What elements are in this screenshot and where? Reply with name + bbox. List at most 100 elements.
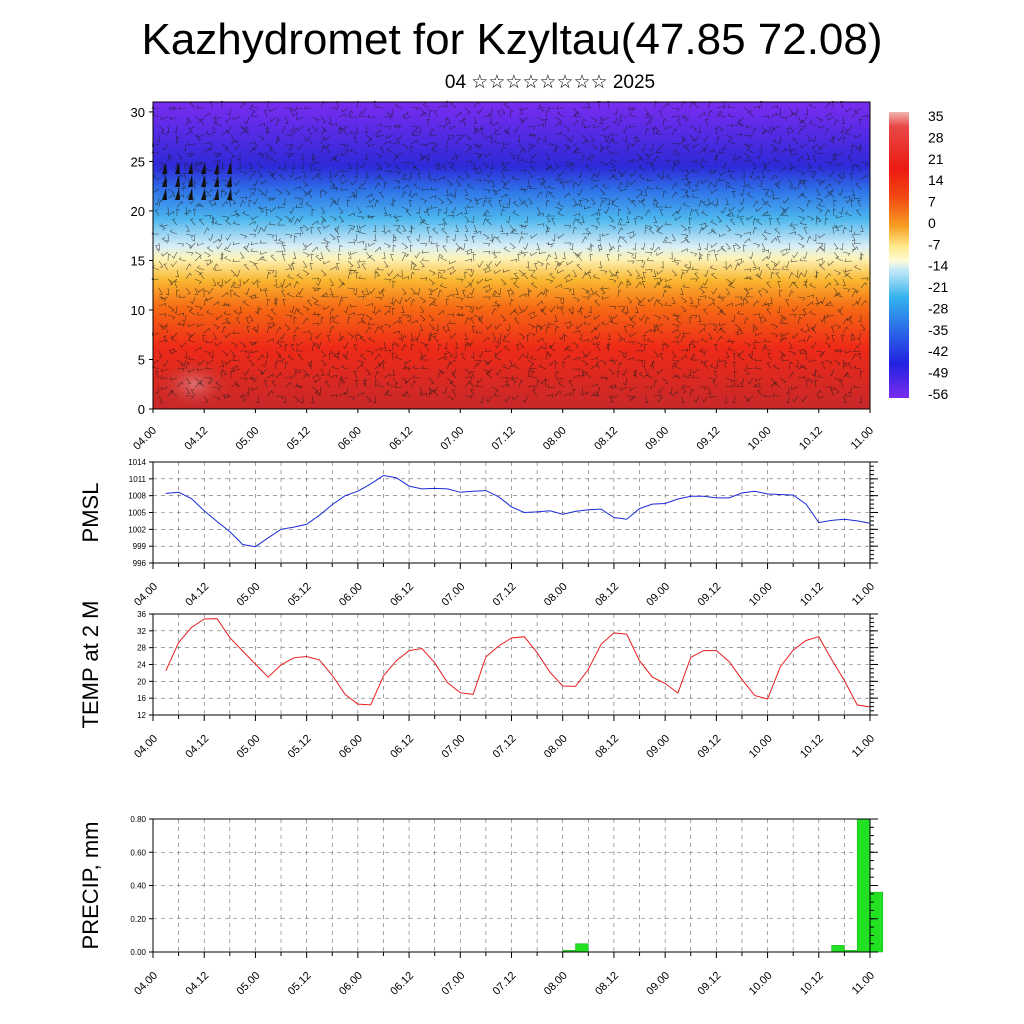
- wind-barb: [650, 242, 655, 251]
- wind-barb: [275, 372, 283, 379]
- wind-barb: [230, 370, 235, 379]
- wind-barb: [374, 271, 378, 280]
- wind-barb: [664, 239, 673, 244]
- wind-barb: [446, 266, 454, 271]
- wind-barb: [158, 199, 163, 208]
- wind-barb: [473, 152, 482, 157]
- wind-barb: [532, 389, 538, 397]
- wind-barb: [727, 346, 736, 352]
- wind-barb: [638, 174, 646, 181]
- wind-barb: [594, 323, 601, 331]
- wind-barb: [397, 296, 403, 305]
- wind-barb: [185, 251, 194, 256]
- wind-barb: [419, 323, 424, 331]
- wind-barb: [349, 304, 358, 308]
- wind-barb: [827, 260, 835, 267]
- wind-barb: [842, 372, 849, 379]
- wind-barb: [745, 365, 754, 370]
- wind-barb: [581, 106, 590, 111]
- wind-barb: [284, 215, 292, 222]
- wind-barb: [278, 238, 286, 244]
- wind-barb: [293, 186, 302, 190]
- wind-barb: [329, 316, 334, 325]
- wind-barb: [772, 157, 781, 163]
- wind-barb: [715, 359, 719, 368]
- wind-barb: [560, 308, 565, 316]
- wind-barb: [612, 269, 619, 277]
- wind-barb: [527, 145, 533, 154]
- wind-barb: [748, 170, 754, 179]
- wind-barb: [734, 329, 742, 334]
- wind-barb: [746, 287, 754, 292]
- wind-barb: [707, 109, 713, 118]
- wind-barb: [302, 251, 310, 258]
- wind-barb: [818, 233, 826, 239]
- wind-barb: [250, 349, 259, 354]
- wind-barb: [334, 227, 340, 235]
- wind-barb: [718, 177, 727, 181]
- wind-barb: [360, 107, 367, 115]
- wind-barb: [310, 395, 314, 404]
- wind-barb: [353, 188, 358, 197]
- wind-barb: [723, 260, 727, 269]
- wind-barb: [835, 214, 844, 219]
- x-tick-label: 04.00: [132, 581, 160, 609]
- wind-barb: [656, 251, 664, 256]
- wind-barb: [652, 127, 656, 136]
- wind-barb: [545, 152, 551, 160]
- wind-barb: [251, 278, 259, 286]
- wind-barb: [476, 305, 484, 310]
- wind-barb: [562, 251, 566, 260]
- wind-barb: [716, 215, 723, 223]
- wind-barb: [325, 146, 331, 154]
- wind-barb: [682, 373, 691, 379]
- wind-barb: [401, 287, 407, 295]
- wind-barb: [295, 106, 304, 110]
- wind-barb: [806, 334, 812, 343]
- wind-barb: [815, 258, 823, 262]
- wind-barb: [833, 359, 841, 366]
- wind-barb: [210, 351, 214, 359]
- wind-barb: [596, 218, 601, 226]
- wind-barb: [574, 113, 583, 118]
- wind-barb: [212, 125, 216, 134]
- wind-barb: [824, 217, 829, 226]
- wind-barb: [185, 130, 193, 136]
- wind-barb: [341, 179, 349, 185]
- wind-barb: [189, 242, 196, 249]
- wind-barb: [225, 125, 232, 133]
- wind-barb: [639, 314, 646, 322]
- wind-barb: [689, 314, 698, 319]
- wind-barb: [347, 316, 352, 325]
- wind-barb: [610, 157, 619, 163]
- wind-barb: [286, 274, 295, 280]
- wind-barb: [617, 244, 622, 253]
- wind-barb: [417, 125, 421, 134]
- wind-barb: [507, 290, 511, 298]
- wind-barb: [509, 377, 517, 384]
- wind-barb: [467, 251, 475, 255]
- wind-barb: [304, 105, 313, 110]
- wind-barb: [164, 326, 169, 334]
- wind-barb: [232, 330, 241, 334]
- wind-barb: [178, 321, 187, 325]
- wind-barb: [782, 251, 790, 256]
- wind-barb: [545, 161, 550, 169]
- wind-barb: [772, 139, 781, 145]
- wind-barb: [230, 383, 238, 388]
- wind-barb: [176, 152, 183, 160]
- wind-barb: [708, 323, 716, 327]
- wind-barb: [818, 395, 826, 400]
- wind-barb: [573, 368, 581, 372]
- wind-flag: [201, 188, 206, 200]
- wind-barb: [176, 289, 180, 298]
- wind-barb: [797, 155, 804, 163]
- wind-barb: [824, 359, 833, 365]
- wind-barb: [427, 170, 431, 179]
- wind-barb: [693, 134, 700, 142]
- wind-barb: [383, 349, 392, 354]
- wind-barb: [653, 215, 658, 223]
- wind-barb: [585, 164, 592, 172]
- wind-barb: [563, 224, 572, 229]
- wind-barb: [428, 323, 435, 330]
